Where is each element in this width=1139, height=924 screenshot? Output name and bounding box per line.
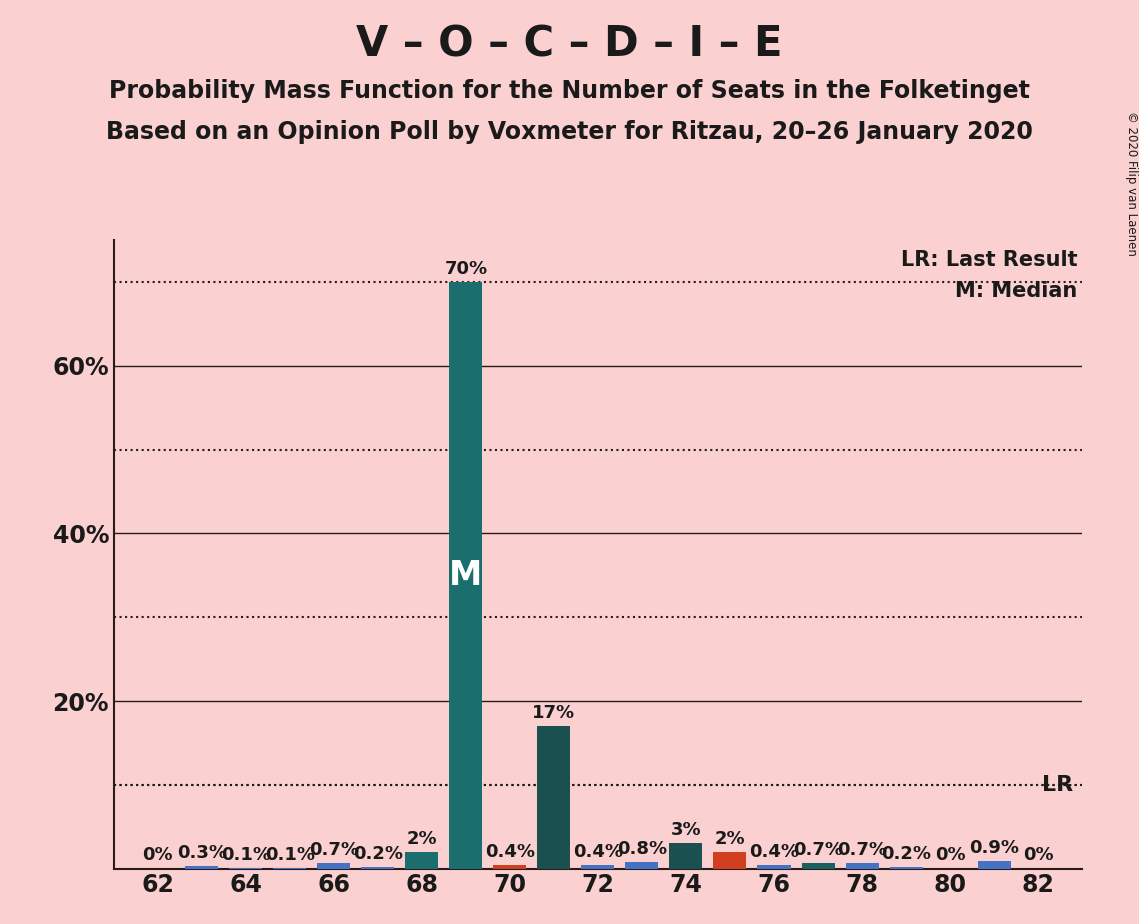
Bar [757,865,790,869]
Bar [670,844,703,869]
Text: M: M [449,559,483,592]
Text: 2%: 2% [407,830,437,847]
Text: 0.7%: 0.7% [309,841,359,858]
Text: 0.3%: 0.3% [177,844,227,862]
Text: 0%: 0% [1023,846,1054,864]
Text: 0.2%: 0.2% [353,845,403,863]
Text: 0.4%: 0.4% [749,843,798,861]
Text: 0.8%: 0.8% [617,840,667,857]
Text: 0.4%: 0.4% [485,843,535,861]
Text: 0.2%: 0.2% [882,845,931,863]
Text: 0.4%: 0.4% [573,843,623,861]
Text: 17%: 17% [532,704,575,722]
Bar [361,867,394,869]
Bar [845,863,878,869]
Text: Based on an Opinion Poll by Voxmeter for Ritzau, 20–26 January 2020: Based on an Opinion Poll by Voxmeter for… [106,120,1033,144]
Bar [493,865,526,869]
Bar [713,852,746,869]
Bar [450,282,483,869]
Text: 0.7%: 0.7% [793,841,843,858]
Bar [186,866,219,869]
Text: 0.9%: 0.9% [969,839,1019,857]
Text: 0.1%: 0.1% [221,845,271,864]
Bar [802,863,835,869]
Bar [890,867,923,869]
Bar [625,862,658,869]
Text: 2%: 2% [714,830,745,847]
Bar [538,726,571,869]
Text: V – O – C – D – I – E: V – O – C – D – I – E [357,23,782,65]
Text: © 2020 Filip van Laenen: © 2020 Filip van Laenen [1124,111,1138,256]
Text: 3%: 3% [671,821,702,839]
Text: 0.7%: 0.7% [837,841,887,858]
Bar [582,865,614,869]
Text: 0.1%: 0.1% [265,845,314,864]
Bar [318,863,351,869]
Text: 0%: 0% [935,846,966,864]
Bar [977,861,1010,869]
Text: M: Median: M: Median [954,281,1077,301]
Text: Probability Mass Function for the Number of Seats in the Folketinget: Probability Mass Function for the Number… [109,79,1030,103]
Text: 0%: 0% [142,846,173,864]
Text: LR: Last Result: LR: Last Result [901,249,1077,270]
Text: 70%: 70% [444,260,487,278]
Bar [405,852,439,869]
Text: LR: LR [1042,775,1073,795]
